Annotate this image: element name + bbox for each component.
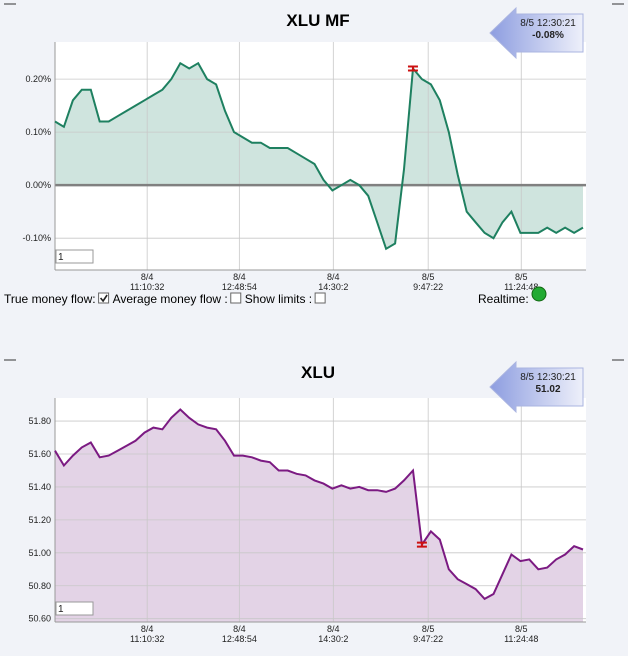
checkmark bbox=[99, 294, 108, 303]
x-tick-label: 8/4 11:10:32 bbox=[130, 272, 164, 292]
zoom-input-text: 1 bbox=[58, 604, 64, 615]
y-tick-label: 0.10% bbox=[25, 127, 51, 137]
area bbox=[55, 63, 583, 249]
y-tick-label: 0.00% bbox=[25, 180, 51, 190]
marker bbox=[407, 65, 418, 72]
line bbox=[54, 408, 584, 601]
y-tick-label: -0.10% bbox=[22, 233, 51, 243]
x-tick-label: 8/4 14:30:2 bbox=[318, 272, 348, 292]
x-tick-label: 8/5 9:47:22 bbox=[413, 624, 443, 644]
area bbox=[55, 409, 583, 622]
callout-time: 8/5 12:30:21 bbox=[520, 372, 576, 383]
callout-value: -0.08% bbox=[532, 30, 564, 41]
x-tick-label: 8/4 11:10:32 bbox=[130, 624, 164, 644]
x-tick-label: 8/5 11:24:48 bbox=[504, 272, 538, 292]
x-tick-label: 8/4 14:30:2 bbox=[318, 624, 348, 644]
y-tick-label: 51.60 bbox=[28, 449, 51, 459]
chart-title: XLU bbox=[301, 363, 335, 382]
y-tick-label: 50.60 bbox=[28, 614, 51, 624]
x-tick-label: 8/4 12:48:54 bbox=[222, 272, 257, 292]
y-tick-label: 51.00 bbox=[28, 548, 51, 558]
y-tick-label: 51.80 bbox=[28, 416, 51, 426]
y-tick-label: 0.20% bbox=[25, 74, 51, 84]
x-tick-label: 8/5 11:24:48 bbox=[504, 624, 538, 644]
checkbox[interactable] bbox=[230, 292, 242, 304]
checkbox[interactable] bbox=[314, 292, 326, 304]
y-tick-label: 51.20 bbox=[28, 515, 51, 525]
realtime-label: Realtime: bbox=[478, 292, 529, 306]
control-label: Average money flow : bbox=[113, 292, 228, 306]
callout-time: 8/5 12:30:21 bbox=[520, 18, 576, 29]
chart-title: XLU MF bbox=[286, 11, 349, 30]
x-tick-label: 8/4 12:48:54 bbox=[222, 624, 257, 644]
line bbox=[54, 61, 584, 251]
checkbox[interactable] bbox=[98, 292, 110, 304]
callout-arrow bbox=[489, 360, 584, 414]
realtime-indicator[interactable] bbox=[531, 286, 547, 302]
y-tick-label: 51.40 bbox=[28, 482, 51, 492]
control-label: Show limits : bbox=[245, 292, 312, 306]
callout-arrow bbox=[489, 6, 584, 60]
control-label: True money flow: bbox=[4, 292, 96, 306]
zoom-input-text: 1 bbox=[58, 252, 64, 263]
x-tick-label: 8/5 9:47:22 bbox=[413, 272, 443, 292]
marker bbox=[416, 541, 427, 548]
y-tick-label: 50.80 bbox=[28, 581, 51, 591]
zoom-input bbox=[55, 601, 94, 616]
callout-value: 51.02 bbox=[535, 384, 560, 395]
zoom-input bbox=[55, 249, 94, 264]
